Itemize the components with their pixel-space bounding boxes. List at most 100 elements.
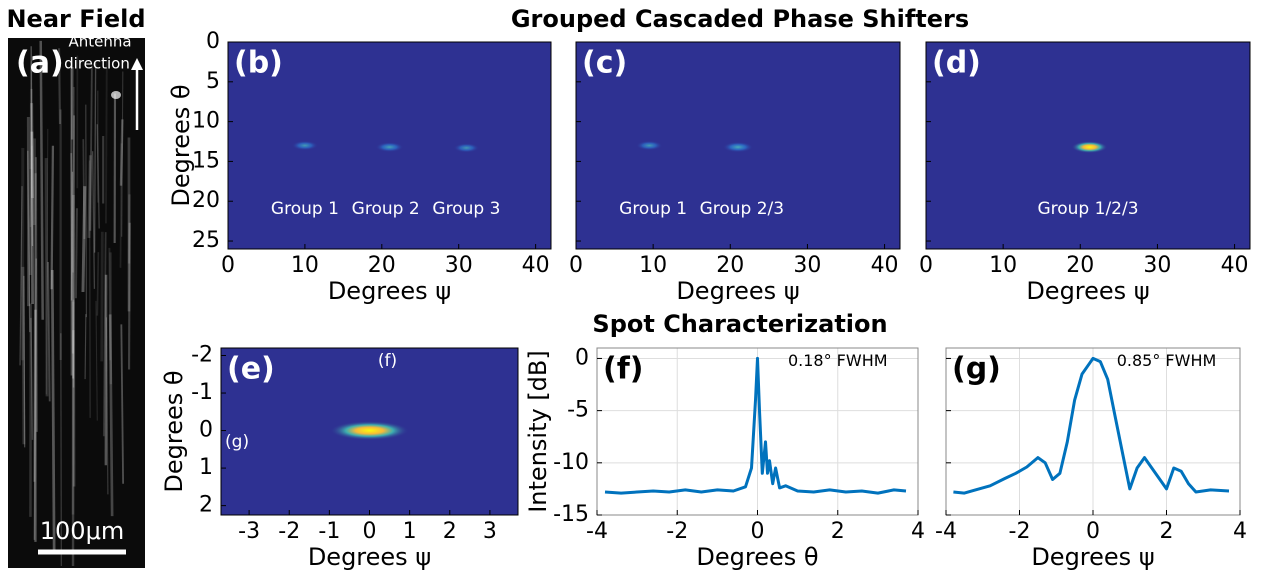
streak bbox=[82, 139, 86, 240]
streak bbox=[119, 143, 123, 268]
x-tick-label: 20 bbox=[1066, 253, 1094, 278]
streak bbox=[119, 119, 124, 186]
streak bbox=[127, 222, 131, 370]
streak bbox=[91, 151, 96, 289]
x-tick-label: 30 bbox=[445, 253, 473, 278]
image-background bbox=[8, 38, 145, 568]
x-tick-label: 10 bbox=[989, 253, 1017, 278]
streak bbox=[121, 71, 124, 237]
streak bbox=[104, 59, 108, 224]
spot bbox=[636, 140, 663, 151]
streak bbox=[87, 155, 92, 238]
streak bbox=[88, 160, 91, 418]
y-tick-label: -5 bbox=[567, 398, 589, 423]
panel-label: (c) bbox=[582, 46, 627, 81]
panel-label: (g) bbox=[952, 352, 1001, 387]
x-tick-label: 0 bbox=[751, 519, 765, 544]
annotation: Group 1 bbox=[271, 199, 339, 219]
streak bbox=[81, 186, 87, 293]
x-tick-label: 40 bbox=[522, 253, 550, 278]
streak bbox=[72, 86, 75, 273]
y-tick-label: 1 bbox=[199, 455, 213, 480]
y-tick-label: 5 bbox=[206, 69, 220, 94]
streak bbox=[72, 194, 76, 487]
streak bbox=[96, 124, 100, 229]
section-title: Grouped Cascaded Phase Shifters bbox=[511, 5, 969, 33]
y-axis-label: Intensity [dB] bbox=[524, 350, 552, 513]
y-axis-label: Degrees θ bbox=[167, 84, 195, 206]
streak bbox=[29, 88, 33, 275]
spot bbox=[375, 142, 404, 153]
x-tick-label: 40 bbox=[871, 253, 899, 278]
y-tick-label: 0 bbox=[206, 29, 220, 54]
streak bbox=[44, 158, 49, 397]
annotation: Antenna bbox=[68, 33, 131, 51]
streak bbox=[34, 157, 38, 432]
annotation: Group 1/2/3 bbox=[1037, 199, 1138, 219]
x-tick-label: 20 bbox=[368, 253, 396, 278]
annotation: 0.85° FWHM bbox=[1117, 351, 1217, 370]
x-tick-label: 40 bbox=[1221, 253, 1249, 278]
spot bbox=[722, 141, 754, 153]
x-tick-label: 0 bbox=[1086, 519, 1100, 544]
streak bbox=[84, 314, 87, 380]
annotation: (f) bbox=[378, 351, 397, 371]
y-tick-label: 20 bbox=[192, 188, 220, 213]
streak bbox=[120, 324, 125, 484]
streak bbox=[29, 60, 33, 169]
streak bbox=[29, 145, 33, 228]
axes-box bbox=[925, 41, 1251, 250]
x-tick-label: 1 bbox=[403, 519, 417, 544]
streak bbox=[108, 247, 112, 361]
annotation: direction bbox=[64, 55, 130, 73]
x-tick-label: -4 bbox=[586, 519, 608, 544]
streak bbox=[100, 231, 104, 362]
spot bbox=[291, 140, 319, 151]
streak bbox=[30, 103, 35, 199]
y-tick-label: 15 bbox=[192, 148, 220, 173]
panel-label: (d) bbox=[932, 46, 981, 81]
line bbox=[604, 356, 907, 495]
spot bbox=[453, 143, 480, 153]
streak bbox=[23, 275, 26, 448]
panel-label: (e) bbox=[227, 352, 275, 387]
y-axis-label: Degrees θ bbox=[160, 370, 188, 492]
y-tick-label: -2 bbox=[191, 343, 213, 368]
streak bbox=[27, 150, 31, 333]
streak bbox=[74, 208, 78, 299]
x-tick-label: 0 bbox=[221, 253, 235, 278]
axes-box bbox=[575, 41, 901, 250]
streak bbox=[50, 269, 56, 554]
streak bbox=[21, 266, 26, 445]
streak bbox=[96, 252, 100, 316]
streak bbox=[57, 48, 62, 125]
x-tick-label: 2 bbox=[1160, 519, 1174, 544]
streak bbox=[39, 40, 44, 320]
streak bbox=[47, 261, 51, 402]
panel-label: (a) bbox=[16, 46, 64, 81]
annotation: (g) bbox=[225, 432, 249, 452]
y-tick-label: 0 bbox=[575, 345, 589, 370]
x-tick-label: 2 bbox=[443, 519, 457, 544]
arrow-head bbox=[131, 58, 143, 70]
x-tick-label: 4 bbox=[911, 519, 925, 544]
streak bbox=[19, 186, 23, 366]
x-tick-label: 0 bbox=[363, 519, 377, 544]
streak bbox=[72, 115, 76, 379]
x-tick-label: -2 bbox=[666, 519, 688, 544]
streak bbox=[50, 145, 55, 290]
x-tick-label: 10 bbox=[291, 253, 319, 278]
streak bbox=[30, 131, 34, 305]
near-field-title: Near Field bbox=[6, 5, 145, 33]
x-tick-label: 0 bbox=[569, 253, 583, 278]
x-tick-label: -2 bbox=[278, 519, 300, 544]
x-axis-label: Degrees ψ bbox=[676, 277, 799, 305]
y-tick-label: -15 bbox=[553, 502, 589, 527]
x-tick-label: 20 bbox=[716, 253, 744, 278]
x-axis-label: Degrees ψ bbox=[328, 277, 451, 305]
x-tick-label: 30 bbox=[793, 253, 821, 278]
y-tick-label: -10 bbox=[553, 450, 589, 475]
x-tick-label: -1 bbox=[318, 519, 340, 544]
y-tick-label: -1 bbox=[191, 380, 213, 405]
